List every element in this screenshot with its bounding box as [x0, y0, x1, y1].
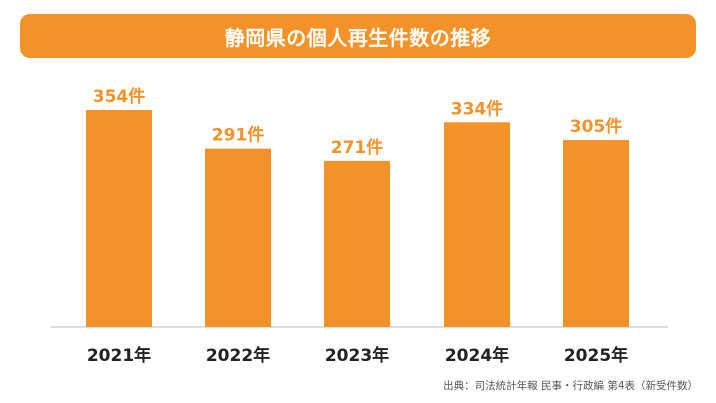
data-label-2022年: 291件 — [212, 125, 265, 146]
data-label-2023年: 271件 — [331, 137, 384, 158]
chart-title-banner: 静岡県の個人再生件数の推移 — [20, 14, 696, 58]
x-tick-label-2024年: 2024年 — [445, 345, 509, 366]
bar-2021年 — [86, 110, 152, 327]
bar-2025年 — [563, 140, 629, 327]
data-label-2024年: 334件 — [451, 98, 504, 119]
data-label-2021年: 354件 — [93, 86, 146, 107]
x-tick-label-2023年: 2023年 — [325, 345, 389, 366]
bar-2023年 — [324, 160, 390, 327]
x-tick-label-2025年: 2025年 — [564, 345, 628, 366]
bar-2024年 — [444, 122, 510, 327]
chart-title: 静岡県の個人再生件数の推移 — [224, 25, 492, 50]
data-label-2025年: 305件 — [570, 116, 623, 137]
source-note: 出典：司法統計年報 民事・行政編 第4表（新受件数） — [443, 380, 698, 392]
x-tick-label-2021年: 2021年 — [87, 345, 151, 366]
x-tick-label-2022年: 2022年 — [206, 345, 270, 366]
bar-2022年 — [205, 148, 271, 327]
